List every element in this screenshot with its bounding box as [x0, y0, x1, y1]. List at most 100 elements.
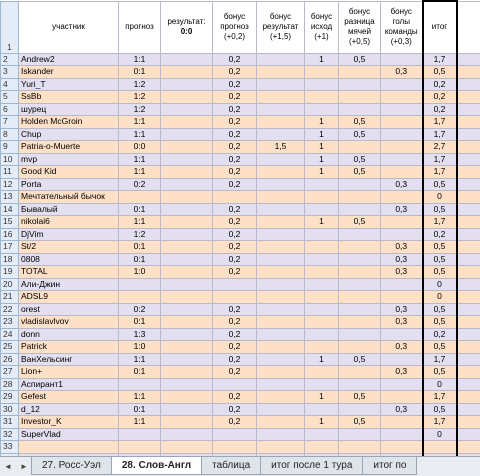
total-cell[interactable]: 0,5: [421, 302, 458, 316]
participant-cell[interactable]: mvp: [18, 152, 119, 166]
bonus-outcome-cell[interactable]: [304, 302, 339, 316]
result-cell[interactable]: [160, 302, 213, 316]
total-cell[interactable]: 0,5: [421, 315, 458, 329]
total-cell[interactable]: 0,2: [421, 227, 458, 241]
forecast-cell[interactable]: 0:1: [118, 202, 161, 216]
row-number[interactable]: 20: [0, 277, 19, 291]
forecast-cell[interactable]: 1:2: [118, 77, 161, 91]
total-cell[interactable]: 0: [421, 290, 458, 304]
bonus-outcome-cell[interactable]: 1: [304, 415, 339, 429]
bonus-forecast-cell[interactable]: [212, 427, 257, 441]
participant-cell[interactable]: d_12: [18, 402, 119, 416]
bonus-outcome-cell[interactable]: [304, 440, 339, 454]
bonus-diff-cell[interactable]: [338, 340, 381, 354]
empty-cell[interactable]: [456, 65, 480, 79]
result-cell[interactable]: [160, 427, 213, 441]
bonus-goals-cell[interactable]: 0,3: [380, 315, 423, 329]
sheet-tab[interactable]: итог после 1 тура: [260, 457, 364, 475]
forecast-cell[interactable]: 1:1: [118, 152, 161, 166]
bonus-diff-cell[interactable]: [338, 290, 381, 304]
total-cell[interactable]: 1,7: [421, 352, 458, 366]
forecast-cell[interactable]: 1:1: [118, 415, 161, 429]
participant-cell[interactable]: Patrick: [18, 340, 119, 354]
forecast-cell[interactable]: [118, 290, 161, 304]
bonus-outcome-cell[interactable]: 1: [304, 152, 339, 166]
bonus-goals-cell[interactable]: [380, 127, 423, 141]
bonus-forecast-cell[interactable]: 0,2: [212, 140, 257, 154]
bonus-goals-cell[interactable]: [380, 290, 423, 304]
bonus-outcome-cell[interactable]: 1: [304, 352, 339, 366]
row-number[interactable]: 31: [0, 415, 19, 429]
empty-cell[interactable]: [456, 352, 480, 366]
total-cell[interactable]: [421, 440, 458, 454]
bonus-diff-cell[interactable]: [338, 427, 381, 441]
row-number[interactable]: 13: [0, 190, 19, 204]
bonus-outcome-cell[interactable]: [304, 227, 339, 241]
forecast-cell[interactable]: 1:1: [118, 127, 161, 141]
bonus-forecast-cell[interactable]: 0,2: [212, 127, 257, 141]
forecast-cell[interactable]: 0:0: [118, 140, 161, 154]
forecast-cell[interactable]: 0:1: [118, 240, 161, 254]
result-cell[interactable]: [160, 215, 213, 229]
bonus-goals-cell[interactable]: 0,3: [380, 265, 423, 279]
bonus-result-cell[interactable]: [256, 402, 305, 416]
forecast-cell[interactable]: 1:2: [118, 90, 161, 104]
bonus-goals-cell[interactable]: 0,3: [380, 340, 423, 354]
bonus-diff-cell[interactable]: [338, 90, 381, 104]
bonus-goals-cell[interactable]: [380, 415, 423, 429]
empty-cell[interactable]: [456, 177, 480, 191]
forecast-cell[interactable]: 1:2: [118, 102, 161, 116]
bonus-goals-cell[interactable]: [380, 327, 423, 341]
participant-cell[interactable]: Chup: [18, 127, 119, 141]
bonus-diff-cell[interactable]: [338, 190, 381, 204]
forecast-cell[interactable]: 0:2: [118, 177, 161, 191]
total-cell[interactable]: 1,7: [421, 127, 458, 141]
empty-cell[interactable]: [456, 77, 480, 91]
participant-cell[interactable]: Andrew2: [18, 52, 119, 66]
participant-cell[interactable]: шурец: [18, 102, 119, 116]
participant-cell[interactable]: Аспирант1: [18, 377, 119, 391]
bonus-result-cell[interactable]: [256, 202, 305, 216]
result-cell[interactable]: [160, 65, 213, 79]
total-cell[interactable]: 0,2: [421, 77, 458, 91]
result-cell[interactable]: [160, 115, 213, 129]
total-cell[interactable]: 0: [421, 377, 458, 391]
bonus-goals-cell[interactable]: [380, 152, 423, 166]
bonus-diff-cell[interactable]: [338, 65, 381, 79]
row-number[interactable]: 25: [0, 340, 19, 354]
total-cell[interactable]: 0,2: [421, 90, 458, 104]
row-number[interactable]: 4: [0, 77, 19, 91]
bonus-diff-cell[interactable]: 0,5: [338, 352, 381, 366]
bonus-forecast-cell[interactable]: 0,2: [212, 390, 257, 404]
row-number[interactable]: 28: [0, 377, 19, 391]
empty-cell[interactable]: [456, 390, 480, 404]
total-cell[interactable]: 0,5: [421, 177, 458, 191]
row-number[interactable]: 1: [0, 0, 19, 54]
empty-cell[interactable]: [456, 152, 480, 166]
row-number[interactable]: 11: [0, 165, 19, 179]
result-cell[interactable]: [160, 415, 213, 429]
bonus-goals-cell[interactable]: 0,3: [380, 202, 423, 216]
bonus-forecast-cell[interactable]: [212, 190, 257, 204]
row-number[interactable]: 29: [0, 390, 19, 404]
total-cell[interactable]: 0,5: [421, 365, 458, 379]
participant-cell[interactable]: Patria-o-Muerte: [18, 140, 119, 154]
bonus-goals-cell[interactable]: [380, 140, 423, 154]
bonus-result-cell[interactable]: [256, 390, 305, 404]
bonus-diff-cell[interactable]: [338, 177, 381, 191]
bonus-result-cell[interactable]: [256, 365, 305, 379]
total-cell[interactable]: 0,5: [421, 252, 458, 266]
bonus-forecast-cell[interactable]: 0,2: [212, 402, 257, 416]
bonus-diff-cell[interactable]: 0,5: [338, 215, 381, 229]
bonus-forecast-cell[interactable]: 0,2: [212, 102, 257, 116]
bonus-goals-cell[interactable]: 0,3: [380, 302, 423, 316]
empty-cell[interactable]: [456, 340, 480, 354]
empty-cell[interactable]: [456, 190, 480, 204]
participant-cell[interactable]: Gefest: [18, 390, 119, 404]
total-cell[interactable]: 0,2: [421, 102, 458, 116]
bonus-diff-cell[interactable]: [338, 277, 381, 291]
participant-cell[interactable]: TOTAL: [18, 265, 119, 279]
empty-cell[interactable]: [456, 52, 480, 66]
participant-cell[interactable]: Investor_K: [18, 415, 119, 429]
bonus-goals-cell[interactable]: 0,3: [380, 365, 423, 379]
